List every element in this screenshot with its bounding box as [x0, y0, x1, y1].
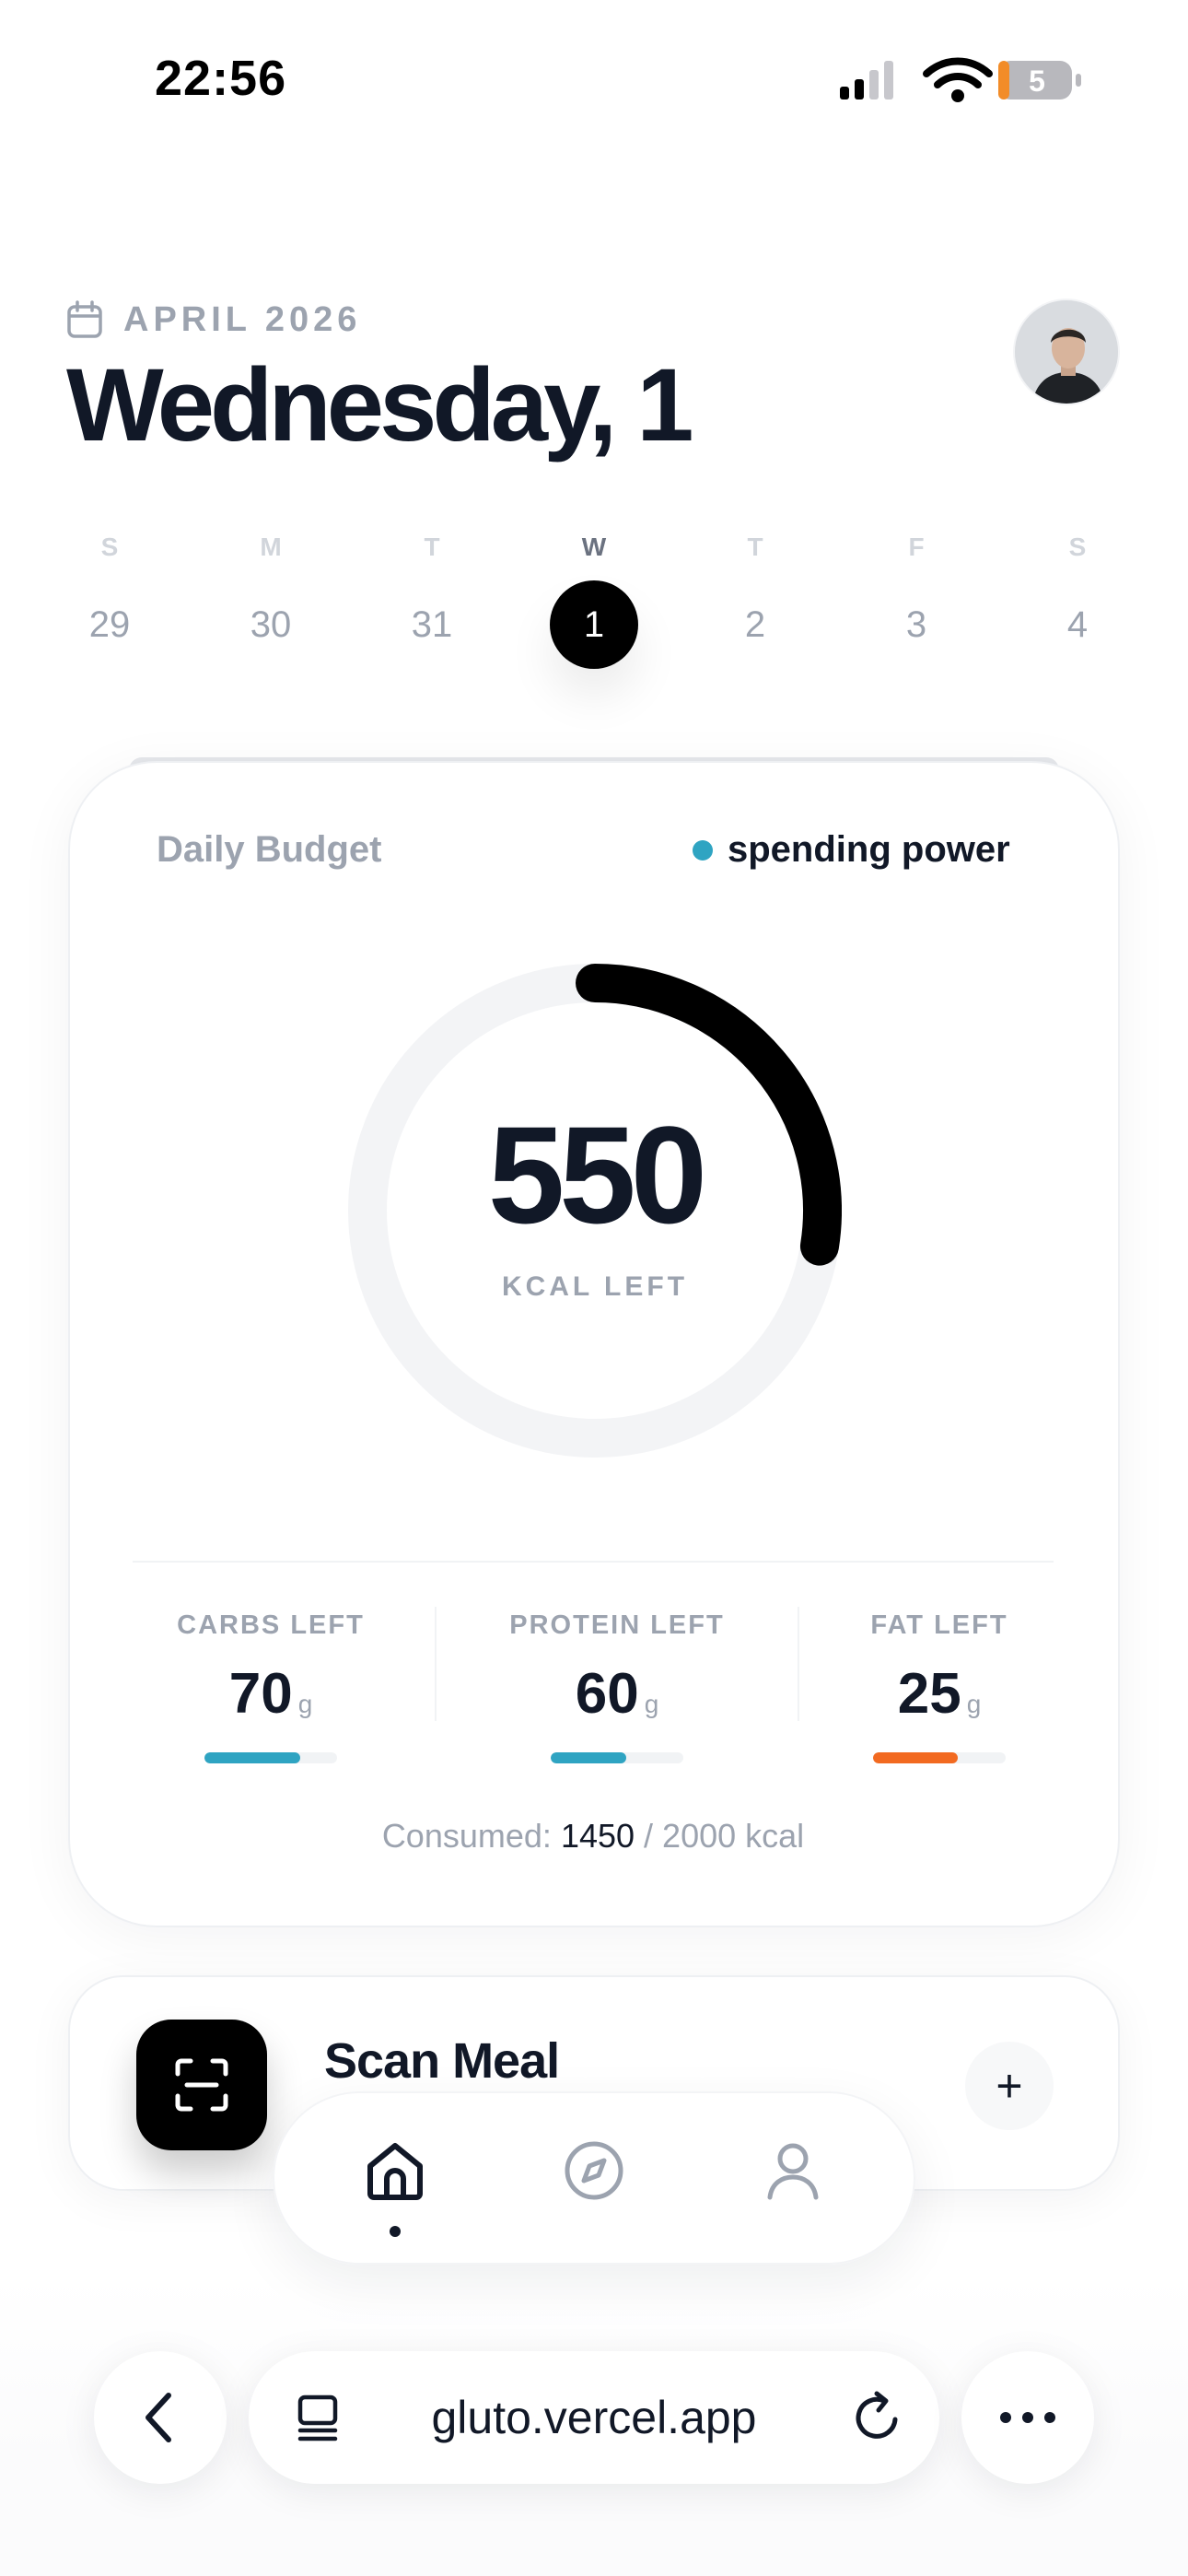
avatar[interactable] [1013, 299, 1120, 405]
scan-meal-title[interactable]: Scan Meal [324, 2033, 560, 2089]
add-button[interactable]: + [965, 2042, 1054, 2130]
budget-card [68, 761, 1120, 1927]
scan-icon [175, 2058, 228, 2112]
day-number: 3 [905, 604, 927, 645]
back-button[interactable] [94, 2351, 227, 2484]
nav-home[interactable] [351, 2136, 439, 2206]
macro-unit: g [297, 1690, 313, 1718]
day-mon[interactable]: M 30 [215, 529, 326, 669]
day-tue[interactable]: T 31 [377, 529, 487, 669]
reload-icon[interactable] [851, 2390, 906, 2445]
svg-text:5: 5 [1029, 64, 1045, 98]
day-number: 29 [88, 604, 131, 645]
budget-label: Daily Budget [157, 829, 382, 870]
ring-progress [576, 964, 842, 1266]
address-bar[interactable] [249, 2351, 939, 2484]
macro-unit: g [966, 1690, 982, 1718]
day-letter: S [1068, 533, 1087, 561]
consumed-summary: Consumed: 1450 / 2000 kcal [133, 1817, 1054, 1856]
user-icon [767, 2143, 819, 2200]
day-letter: M [260, 533, 282, 561]
back-chevron-icon [146, 2393, 171, 2442]
macro-label: PROTEIN LEFT [509, 1610, 725, 1640]
day-wed-selected[interactable]: W 1 [539, 529, 649, 669]
day-letter: W [581, 533, 607, 561]
macro-carbs: CARBS LEFT 70 g [133, 1610, 409, 1763]
tabs-icon[interactable] [293, 2392, 344, 2443]
day-number: 31 [411, 604, 453, 645]
scan-button[interactable] [136, 2020, 267, 2150]
consumed-prefix: Consumed: [381, 1817, 552, 1855]
legend-label: spending power [728, 829, 1010, 870]
url-text[interactable]: gluto.vercel.app [431, 2392, 757, 2443]
avatar-photo [1015, 300, 1118, 404]
kcal-left-label: KCAL LEFT [501, 1271, 689, 1302]
more-icon [1000, 2412, 1055, 2423]
page-title: Wednesday, 1 [66, 347, 694, 463]
calendar-icon [67, 300, 102, 338]
day-number-selected: 1 [550, 580, 638, 669]
macro-progress-bar [204, 1752, 337, 1763]
day-number: 4 [1066, 604, 1089, 645]
day-letter: T [747, 533, 763, 561]
legend-dot [693, 839, 713, 861]
calorie-ring [348, 964, 842, 1458]
status-icons: 5 [840, 57, 1081, 102]
macro-fat: FAT LEFT 25 g [801, 1610, 1077, 1763]
macro-progress-bar [873, 1752, 1006, 1763]
day-letter: S [100, 533, 119, 561]
macro-unit: g [644, 1690, 659, 1718]
day-letter: T [424, 533, 440, 561]
macro-value: 60 [575, 1662, 639, 1726]
macro-value: 70 [228, 1662, 293, 1726]
day-sun[interactable]: S 29 [54, 529, 165, 669]
home-icon [367, 2143, 423, 2200]
day-fri[interactable]: F 3 [861, 529, 972, 669]
nav-profile[interactable] [749, 2136, 837, 2206]
day-number: 30 [250, 604, 292, 645]
macro-progress-fill [204, 1752, 300, 1763]
day-letter: F [908, 533, 925, 561]
month-row: APRIL 2026 [66, 297, 361, 343]
consumed-suffix: / 2000 kcal [644, 1817, 805, 1855]
day-number: 2 [744, 604, 766, 645]
macro-progress-fill [551, 1752, 627, 1763]
macro-separator [798, 1607, 799, 1721]
macro-separator [435, 1607, 437, 1721]
legend: spending power [693, 829, 1010, 871]
macro-protein: PROTEIN LEFT 60 g [479, 1610, 755, 1763]
macro-label: FAT LEFT [870, 1610, 1008, 1640]
status-time: 22:56 [155, 51, 287, 106]
month-label: APRIL 2026 [123, 299, 362, 339]
compass-icon [565, 2141, 623, 2200]
consumed-value: 1450 [560, 1817, 635, 1855]
macro-progress-fill [873, 1752, 959, 1763]
kcal-left-value: 550 [487, 1097, 707, 1252]
day-sat[interactable]: S 4 [1022, 529, 1133, 669]
more-button[interactable] [961, 2351, 1094, 2484]
card-divider [133, 1561, 1054, 1563]
nav-explore[interactable] [550, 2136, 638, 2206]
macro-label: CARBS LEFT [177, 1610, 365, 1640]
nav-active-indicator [390, 2226, 401, 2237]
macro-value: 25 [897, 1662, 961, 1726]
macro-progress-bar [551, 1752, 683, 1763]
wifi-icon [923, 57, 993, 102]
cellular-signal-icon [840, 61, 893, 100]
battery-icon: 5 [998, 61, 1081, 100]
day-thu[interactable]: T 2 [700, 529, 810, 669]
